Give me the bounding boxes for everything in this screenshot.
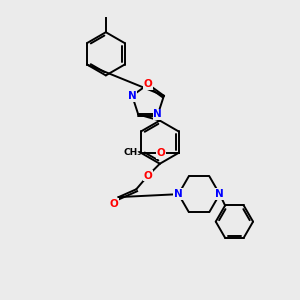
Text: O: O bbox=[144, 79, 152, 89]
Text: N: N bbox=[128, 91, 136, 101]
Text: N: N bbox=[174, 189, 183, 199]
Text: O: O bbox=[109, 199, 118, 209]
Text: O: O bbox=[144, 170, 152, 181]
Text: N: N bbox=[215, 189, 224, 199]
Text: N: N bbox=[154, 110, 162, 119]
Text: CH₃: CH₃ bbox=[124, 148, 142, 158]
Text: O: O bbox=[157, 148, 165, 158]
